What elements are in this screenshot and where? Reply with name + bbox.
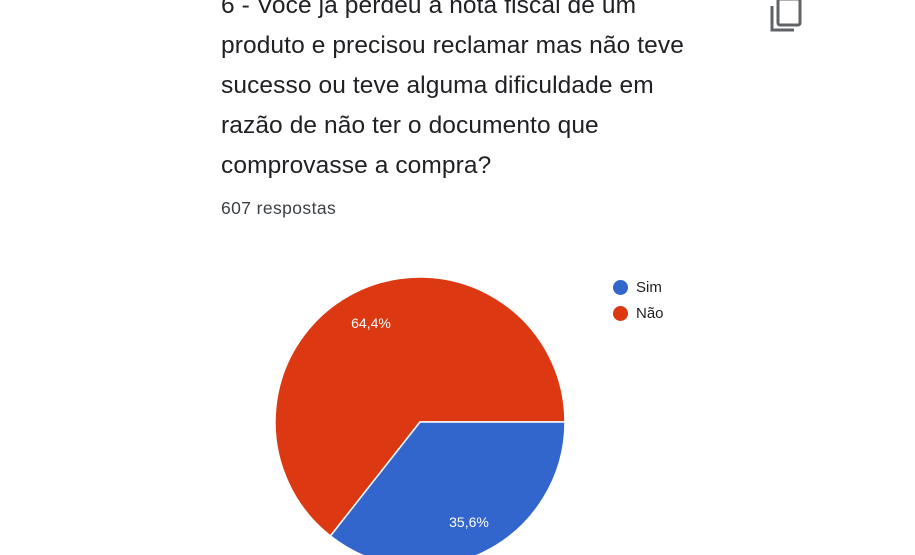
legend-label: Sim [636, 278, 662, 296]
legend-dot-sim-icon [613, 279, 628, 295]
pie-slice-nao[interactable] [274, 276, 566, 538]
question-line: razão de não ter o documento que [221, 112, 599, 139]
slice-label-nao: 64,4% [351, 315, 391, 331]
chart-legend: Sim Não [613, 274, 664, 326]
legend-item-nao[interactable]: Não [613, 300, 664, 326]
slice-label-sim: 35,6% [449, 514, 489, 530]
question-line: comprovasse a compra? [221, 152, 492, 179]
legend-item-sim[interactable]: Sim [613, 274, 664, 300]
question-line: sucesso ou teve alguma dificuldade em [221, 72, 654, 99]
legend-label: Não [636, 304, 664, 322]
copy-chart-button[interactable] [766, 0, 806, 36]
pie-slice-sim[interactable] [329, 421, 566, 555]
question-title: 6 - Voce ja perdeu a nota fiscal de um p… [221, 0, 741, 186]
legend-dot-nao-icon [613, 305, 628, 321]
copy-icon [770, 0, 802, 32]
question-line: produto e precisou reclamar mas não teve [221, 32, 684, 59]
response-count: 607 respostas [221, 198, 337, 218]
question-line: 6 - Voce ja perdeu a nota fiscal de um [221, 0, 637, 19]
